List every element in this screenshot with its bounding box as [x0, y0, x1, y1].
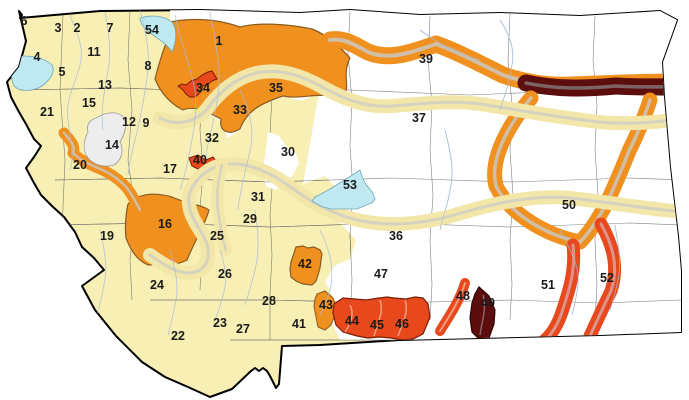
svg-text:44: 44: [345, 314, 359, 328]
svg-text:27: 27: [236, 322, 250, 336]
svg-text:37: 37: [412, 111, 426, 125]
svg-text:46: 46: [395, 317, 409, 331]
svg-text:36: 36: [389, 229, 403, 243]
svg-text:26: 26: [218, 267, 232, 281]
svg-text:48: 48: [456, 289, 470, 303]
svg-text:45: 45: [370, 318, 384, 332]
svg-text:23: 23: [213, 316, 227, 330]
svg-text:17: 17: [163, 162, 177, 176]
svg-text:43: 43: [319, 298, 333, 312]
svg-text:2: 2: [74, 21, 81, 35]
svg-text:6: 6: [21, 14, 28, 28]
svg-text:15: 15: [82, 96, 96, 110]
svg-text:8: 8: [145, 59, 152, 73]
svg-text:24: 24: [150, 278, 164, 292]
svg-text:35: 35: [269, 81, 283, 95]
svg-text:12: 12: [122, 115, 136, 129]
svg-text:22: 22: [171, 329, 185, 343]
svg-text:16: 16: [158, 217, 172, 231]
svg-text:14: 14: [105, 138, 119, 152]
svg-text:47: 47: [374, 267, 388, 281]
svg-text:50: 50: [562, 198, 576, 212]
svg-text:5: 5: [59, 65, 66, 79]
svg-text:34: 34: [196, 81, 210, 95]
svg-text:7: 7: [107, 21, 114, 35]
svg-text:28: 28: [262, 294, 276, 308]
svg-text:51: 51: [541, 278, 555, 292]
svg-text:3: 3: [55, 21, 62, 35]
svg-text:11: 11: [87, 45, 100, 59]
svg-text:29: 29: [243, 212, 257, 226]
svg-text:53: 53: [343, 178, 357, 192]
svg-text:41: 41: [292, 317, 306, 331]
svg-text:42: 42: [298, 257, 312, 271]
svg-text:33: 33: [233, 103, 247, 117]
svg-text:52: 52: [600, 271, 614, 285]
svg-text:1: 1: [216, 34, 223, 48]
svg-text:32: 32: [205, 131, 219, 145]
svg-text:25: 25: [210, 229, 224, 243]
svg-text:49: 49: [481, 296, 495, 310]
svg-text:31: 31: [251, 190, 265, 204]
svg-text:9: 9: [143, 116, 150, 130]
svg-text:54: 54: [145, 23, 159, 37]
svg-text:21: 21: [40, 105, 54, 119]
svg-text:40: 40: [193, 153, 207, 167]
svg-text:19: 19: [100, 229, 114, 243]
svg-text:13: 13: [98, 78, 112, 92]
svg-text:30: 30: [281, 145, 295, 159]
svg-text:39: 39: [419, 52, 433, 66]
svg-text:4: 4: [34, 50, 41, 64]
svg-text:20: 20: [73, 158, 87, 172]
